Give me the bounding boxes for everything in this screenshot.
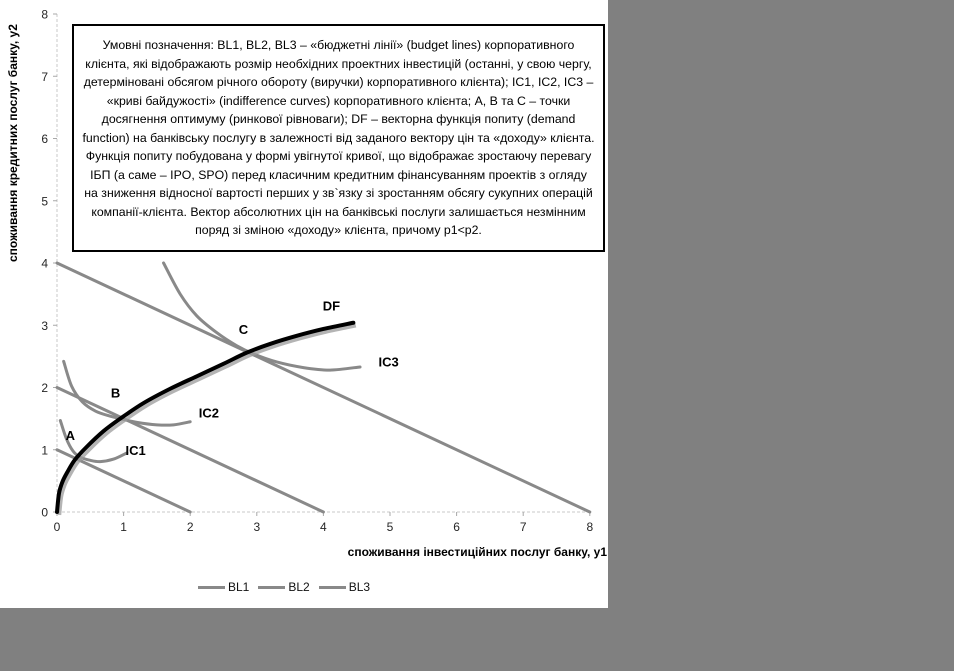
annotation-IC2: IC2 [199,406,219,421]
legend-label: BL3 [348,580,371,594]
series-IC3 [162,261,362,372]
legend-line-swatch [198,585,225,589]
y-tick-label: 6 [41,132,48,146]
y-axis-title: споживання кредитних послуг банку, у2 [6,24,20,262]
y-tick-label: 4 [41,257,48,271]
series-DF [55,320,356,514]
y-tick-label: 7 [41,70,48,84]
annotation-B: B [111,386,120,401]
legend-line-swatch [258,585,286,589]
annotation-C: C [239,322,249,337]
annotation-IC3: IC3 [379,355,399,370]
series-IC2 [62,359,192,427]
x-tick-label: 1 [120,520,127,534]
chart-plot-area: 0 1 2 3 4 5 6 7 8 0 1 2 3 4 5 6 7 8 A B C DF IC1 IC2 IC3 [41,8,593,535]
notation-legend-box: Умовні позначення: BL1, BL2, BL3 – «бюдж… [72,24,605,252]
y-tick-label: 8 [41,8,48,22]
series-BL2 [55,386,325,514]
y-tick-label: 3 [41,319,48,333]
x-tick-label: 0 [54,520,61,534]
chart-panel: 0 1 2 3 4 5 6 7 8 0 1 2 3 4 5 6 7 8 A B C DF IC1 IC2 IC3 спожива… [0,0,608,608]
legend-item-BL1: BL1 [198,580,249,594]
annotation-DF: DF [323,299,340,314]
legend-label: BL1 [228,580,250,594]
x-tick-label: 5 [387,520,394,534]
annotation-A: A [66,428,76,443]
y-tick-label: 0 [41,506,48,520]
annotation-IC1: IC1 [125,443,145,458]
y-tick-label: 5 [41,194,48,208]
x-tick-label: 8 [586,520,593,534]
legend-line-swatch [318,585,346,589]
y-tick-label: 1 [41,443,48,457]
x-tick-label: 4 [320,520,327,534]
series-DF-shadow [57,324,357,516]
x-tick-label: 6 [453,520,460,534]
y-tick-label: 2 [41,381,48,395]
x-tick-label: 7 [520,520,527,534]
legend-item-BL3: BL3 [318,580,371,594]
legend-label: BL2 [288,580,310,594]
notation-legend-text: Умовні позначення: BL1, BL2, BL3 – «бюдж… [82,38,595,238]
x-axis-title: споживання інвестиційних послуг банку, у… [347,545,607,559]
chart-legend: BL1 BL2 BL3 [198,580,370,594]
series-BL3 [55,261,592,514]
series-IC1 [58,418,129,464]
legend-item-BL2: BL2 [258,580,310,594]
x-tick-label: 2 [187,520,194,534]
x-tick-label: 3 [253,520,260,534]
